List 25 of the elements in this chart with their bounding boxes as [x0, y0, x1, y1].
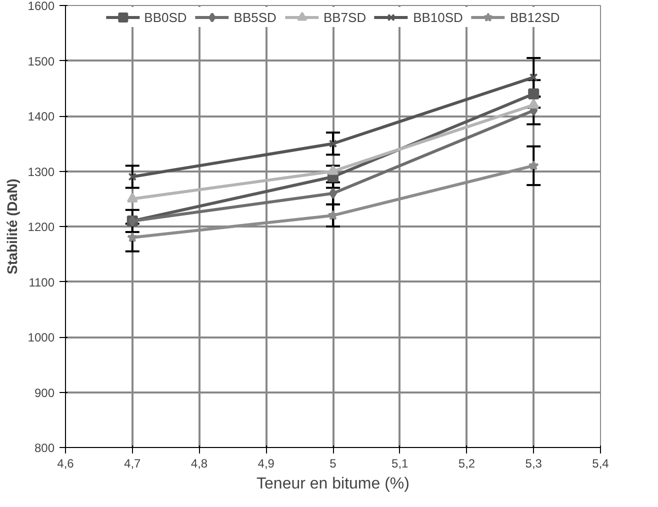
x-tick-label: 5,2 [458, 456, 476, 470]
x-tick-label: 5,1 [392, 456, 409, 470]
x-tick-label: 5 [330, 456, 337, 470]
legend-label: BB12SD [510, 10, 560, 24]
y-axis-title: Stabilité (DaN) [4, 178, 20, 274]
legend-label: BB5SD [234, 10, 276, 24]
legend-label: BB10SD [413, 10, 463, 24]
y-tick-label: 1100 [28, 275, 55, 290]
y-tick-label: 900 [34, 386, 55, 400]
x-tick-label: 5,4 [592, 456, 610, 470]
legend-label: BB0SD [144, 10, 187, 24]
y-tick-label: 1200 [28, 220, 55, 234]
x-axis-title: Teneur en bitume (%) [256, 476, 410, 492]
y-tick-label: 1000 [28, 330, 55, 344]
y-tick-label: 1400 [28, 110, 55, 124]
x-tick-label: 4,8 [190, 456, 208, 470]
y-tick-label: 1500 [28, 54, 55, 68]
x-tick-label: 4,6 [57, 456, 74, 470]
legend-label: BB7SD [323, 10, 366, 24]
x-tick-label: 4,9 [258, 456, 275, 470]
x-tick-label: 5,3 [525, 456, 542, 470]
x-tick-label: 4,7 [124, 456, 142, 470]
y-tick-label: 800 [34, 441, 55, 455]
y-tick-label: 1300 [28, 164, 55, 179]
y-tick-label: 1600 [28, 0, 55, 13]
